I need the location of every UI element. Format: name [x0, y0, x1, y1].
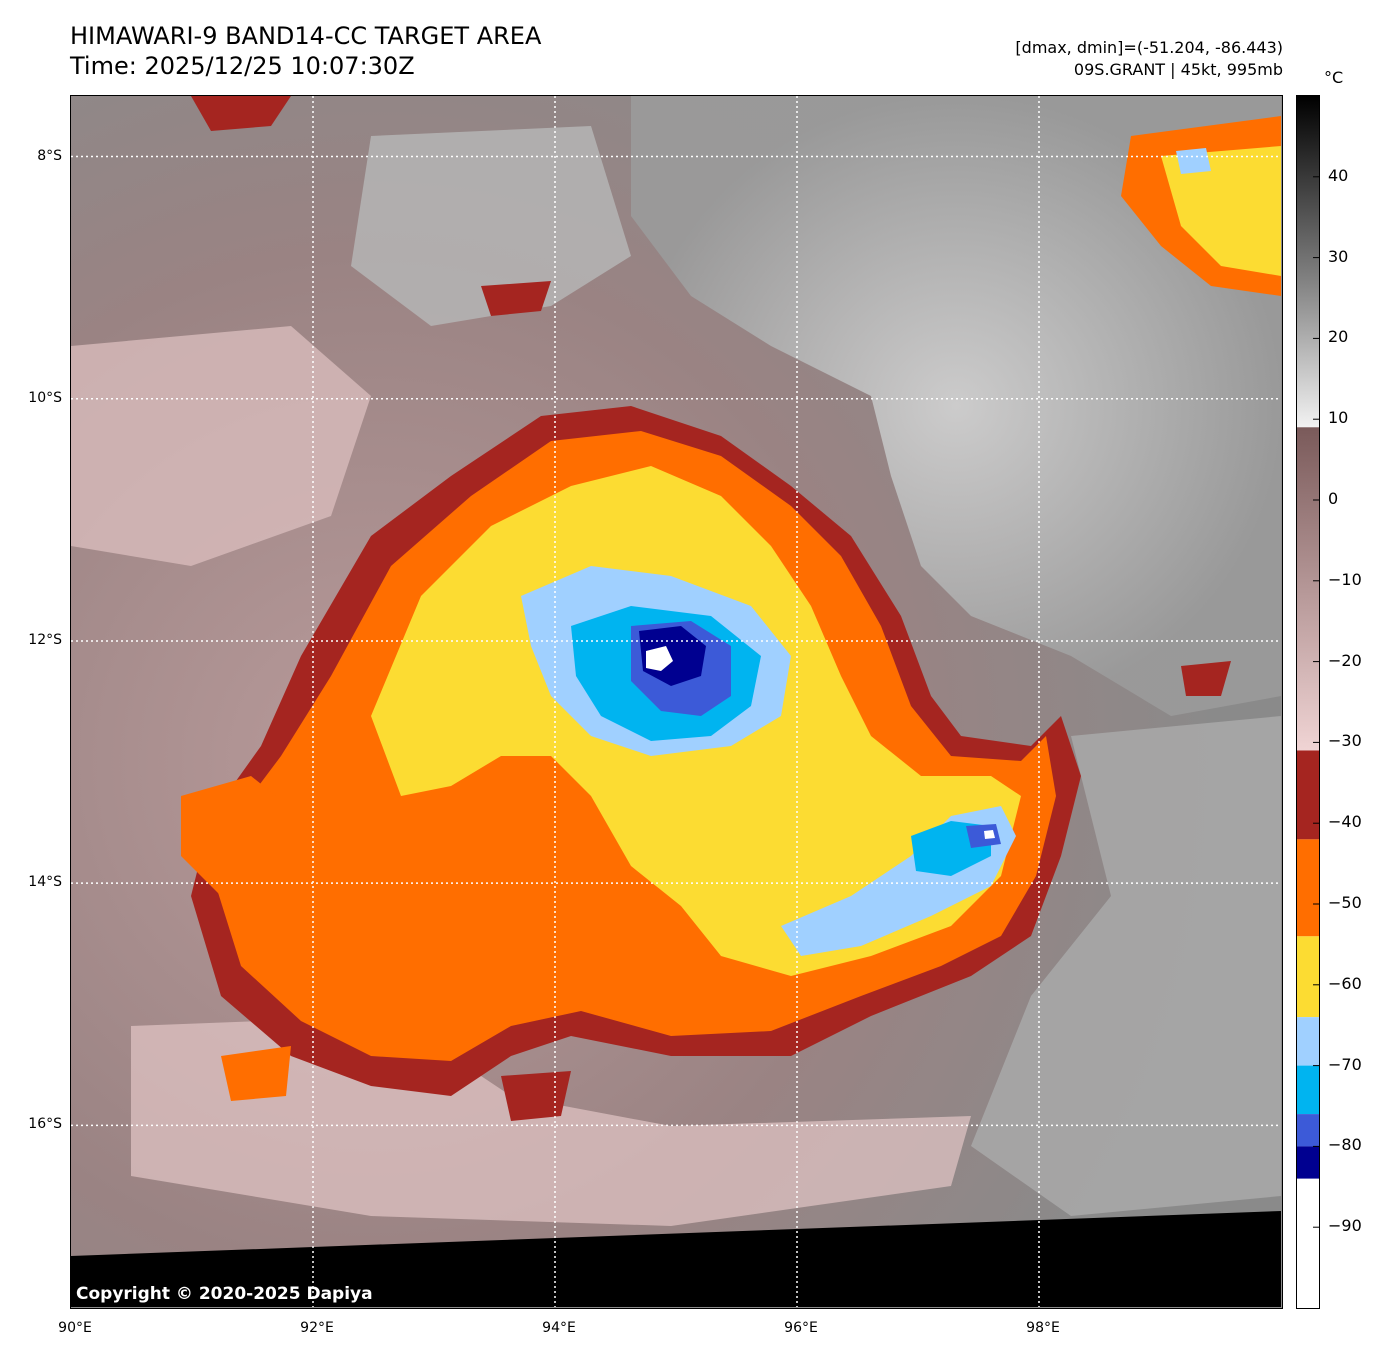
colorbar-tick-label: −10: [1328, 569, 1362, 589]
colorbar-tick-label: −20: [1328, 650, 1362, 670]
lat-tick-label: 12°S: [28, 631, 62, 648]
lat-tick-label: 14°S: [28, 874, 62, 891]
convective-cell-west: [181, 776, 301, 896]
no-data-region: [71, 1211, 1281, 1307]
lon-tick-label: 94°E: [542, 1320, 576, 1336]
colorbar-segment-royalblue: [1297, 1114, 1319, 1147]
central-core-white: [646, 646, 673, 671]
colorbar-tick-label: 0: [1328, 489, 1339, 508]
colorbar-segment-red: [1297, 750, 1319, 840]
secondary-core-royalblue: [966, 824, 1001, 848]
colorbar-tick-label: 10: [1328, 408, 1349, 428]
scattered-cell-4: [501, 1071, 571, 1121]
colorbar-tick-label: −90: [1328, 1216, 1362, 1236]
colorbar-segment-navy: [1297, 1146, 1319, 1179]
secondary-core-white: [984, 830, 995, 839]
colorbar-tick-label: −70: [1328, 1054, 1362, 1074]
cell-northeast-blue: [1176, 148, 1211, 174]
colorbar-segment-lightblue: [1297, 1017, 1319, 1066]
colorbar-tick-label: 30: [1328, 246, 1349, 266]
colorbar-segment-orange: [1297, 839, 1319, 937]
scattered-cell-5: [221, 1046, 291, 1101]
colorbar-unit: °C: [1324, 68, 1344, 87]
colorbar-tick-label: 40: [1328, 165, 1349, 185]
colorbar-segment-yellow: [1297, 936, 1319, 1018]
clear-sky-southeast: [971, 716, 1281, 1216]
satellite-map: [70, 95, 1283, 1309]
cell-northeast-yellow: [1161, 146, 1281, 276]
colorbar-tick-label: 20: [1328, 327, 1349, 347]
lon-tick-label: 90°E: [58, 1320, 92, 1336]
clear-sky-northeast: [631, 96, 1281, 716]
central-core-navy: [639, 626, 706, 686]
chart-timestamp: Time: 2025/12/25 10:07:30Z: [70, 52, 415, 80]
lon-tick-label: 92°E: [300, 1320, 334, 1336]
colorbar-tick-label: −40: [1328, 812, 1362, 832]
lon-tick-label: 96°E: [784, 1320, 818, 1336]
colorbar: [1296, 95, 1320, 1309]
mauve-band-west: [71, 326, 371, 566]
colorbar-tick-label: −80: [1328, 1135, 1362, 1155]
scattered-cell-3: [1181, 661, 1231, 696]
chart-title: HIMAWARI-9 BAND14-CC TARGET AREA: [70, 22, 542, 50]
scattered-cell-2: [481, 281, 551, 316]
scattered-cell-1: [191, 96, 291, 131]
dmax-dmin-readout: [dmax, dmin]=(-51.204, -86.443): [1015, 38, 1283, 57]
storm-info: 09S.GRANT | 45kt, 995mb: [1073, 60, 1283, 79]
lat-tick-label: 16°S: [28, 1116, 62, 1133]
colorbar-tick-label: −60: [1328, 973, 1362, 993]
colorbar-segment-warm: [1297, 96, 1319, 428]
colorbar-segment-cyan: [1297, 1065, 1319, 1115]
colorbar-segment-white: [1297, 1178, 1319, 1308]
lat-tick-label: 10°S: [28, 389, 62, 406]
copyright-notice: Copyright © 2020-2025 Dapiya: [76, 1284, 373, 1304]
colorbar-tick-label: −30: [1328, 731, 1362, 751]
lon-tick-label: 98°E: [1026, 1320, 1060, 1336]
map-gridlines: [71, 96, 1281, 1307]
colorbar-tick-label: −50: [1328, 893, 1362, 912]
clear-sky-north: [351, 126, 631, 326]
colorbar-segment-mauve: [1297, 427, 1319, 751]
lat-tick-label: 8°S: [37, 147, 62, 164]
